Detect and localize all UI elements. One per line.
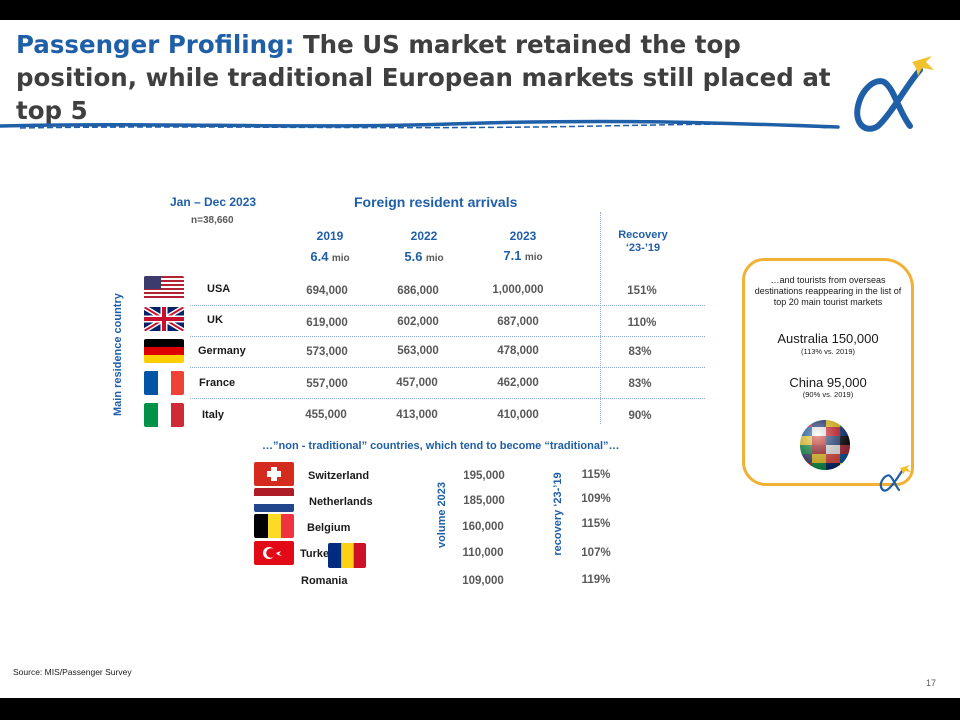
nt-volume-turkey: 110,000 xyxy=(462,547,504,559)
us-flag-icon xyxy=(144,276,184,300)
nt-country-switzerland: Switzerland xyxy=(308,470,370,482)
page-number: 17 xyxy=(926,678,937,688)
italy-recovery: 90% xyxy=(628,410,652,422)
year-2023-header: 2023 xyxy=(509,229,537,243)
total-2019-unit: mio xyxy=(331,253,350,264)
nt-volume-netherlands: 185,000 xyxy=(463,495,505,507)
switzerland-flag-icon xyxy=(254,462,294,486)
callout-china-note: (90% vs. 2019) xyxy=(802,390,854,399)
sample-size: n=38,660 xyxy=(191,215,234,226)
row-country-uk: UK xyxy=(207,314,223,326)
row-divider xyxy=(190,336,705,337)
callout-australia-country: Australia xyxy=(777,331,828,346)
source-note: Source: MIS/Passenger Survey xyxy=(13,667,132,677)
total-2022-value: 5.6 xyxy=(404,249,423,264)
italy-2023: 410,000 xyxy=(497,409,539,421)
top-black-bar xyxy=(0,0,960,20)
france-2023: 462,000 xyxy=(497,377,539,389)
turkey-flag-icon xyxy=(254,541,294,565)
row-divider xyxy=(190,367,705,368)
usa-2022: 686,000 xyxy=(397,285,439,297)
total-2022-unit: mio xyxy=(425,253,444,264)
globe-of-flags-icon xyxy=(800,420,850,470)
nt-volume-switzerland: 195,000 xyxy=(463,470,505,482)
france-recovery: 83% xyxy=(628,378,652,390)
nt-recovery-switzerland: 115% xyxy=(581,469,611,481)
total-2022: 5.6 mio xyxy=(389,249,459,264)
netherlands-flag-icon xyxy=(254,488,294,512)
callout-china-country: China xyxy=(789,375,824,390)
italy-2022: 413,000 xyxy=(396,409,438,421)
uk-flag-icon xyxy=(144,307,184,331)
nt-country-romania: Romania xyxy=(301,575,348,587)
romania-flag-icon xyxy=(328,543,366,568)
callout-china: China 95,000 xyxy=(750,375,906,390)
row-country-france: France xyxy=(199,377,236,389)
small-alpha-logo-icon xyxy=(879,465,911,492)
nt-country-belgium: Belgium xyxy=(307,522,351,534)
germany-2023: 478,000 xyxy=(497,345,539,357)
italy-flag-icon xyxy=(144,403,184,427)
callout-intro: …and tourists from overseas destinations… xyxy=(754,275,902,307)
callout-australia-value: 150,000 xyxy=(831,331,879,346)
alpha-logo-icon xyxy=(854,56,934,132)
uk-2019: 619,000 xyxy=(306,317,348,329)
row-divider xyxy=(190,398,705,399)
uk-2023: 687,000 xyxy=(497,316,539,328)
usa-2023: 1,000,000 xyxy=(492,284,544,296)
recovery-separator xyxy=(600,212,601,424)
row-divider xyxy=(190,305,705,306)
nt-recovery-belgium: 115% xyxy=(581,518,611,530)
period-label: Jan – Dec 2023 xyxy=(170,195,257,209)
total-2019: 6.4 mio xyxy=(295,249,365,264)
bottom-black-bar xyxy=(0,698,960,720)
recovery-header: Recovery ‘23-’19 xyxy=(618,229,668,254)
table-heading: Foreign resident arrivals xyxy=(354,194,518,210)
nt-volume-belgium: 160,000 xyxy=(462,521,504,533)
germany-2022: 563,000 xyxy=(397,345,439,357)
callout-australia: Australia 150,000 xyxy=(750,331,906,346)
france-2022: 457,000 xyxy=(396,377,438,389)
germany-flag-icon xyxy=(144,339,184,363)
callout-china-value: 95,000 xyxy=(826,375,867,390)
france-flag-icon xyxy=(144,371,184,395)
nt-recovery-netherlands: 109% xyxy=(581,493,611,505)
nt-country-netherlands: Netherlands xyxy=(309,496,373,508)
nt-country-turkey: Turkey xyxy=(300,548,328,560)
germany-recovery: 83% xyxy=(628,346,652,358)
row-country-italy: Italy xyxy=(202,409,225,421)
year-2019-header: 2019 xyxy=(316,229,344,243)
italy-2019: 455,000 xyxy=(305,409,347,421)
uk-2022: 602,000 xyxy=(397,316,439,328)
germany-2019: 573,000 xyxy=(306,346,348,358)
belgium-flag-icon xyxy=(254,514,294,538)
year-2022-header: 2022 xyxy=(410,229,438,243)
nt-recovery-turkey: 107% xyxy=(581,547,611,559)
row-country-usa: USA xyxy=(207,283,231,295)
uk-recovery: 110% xyxy=(627,317,657,329)
usa-2019: 694,000 xyxy=(306,285,348,297)
non-traditional-heading: …”non - traditional” countries, which te… xyxy=(262,440,620,452)
usa-recovery: 151% xyxy=(627,285,657,297)
overseas-callout xyxy=(742,258,914,486)
total-2023: 7.1 mio xyxy=(488,248,558,263)
row-axis-label: Main residence country xyxy=(112,293,124,416)
title-underline xyxy=(0,119,840,129)
title-rest: The US market retained the top position,… xyxy=(16,30,831,125)
title-highlight: Passenger Profiling: xyxy=(16,30,295,59)
total-2023-value: 7.1 xyxy=(503,248,522,263)
nt-recovery-romania: 119% xyxy=(581,574,611,586)
callout-australia-note: (113% vs. 2019) xyxy=(800,347,856,356)
total-2019-value: 6.4 xyxy=(310,249,329,264)
row-country-germany: Germany xyxy=(198,345,246,357)
total-2023-unit: mio xyxy=(524,252,543,263)
france-2019: 557,000 xyxy=(306,378,348,390)
slide-title: Passenger Profiling: The US market retai… xyxy=(16,28,846,127)
nt-volume-romania: 109,000 xyxy=(462,575,504,587)
